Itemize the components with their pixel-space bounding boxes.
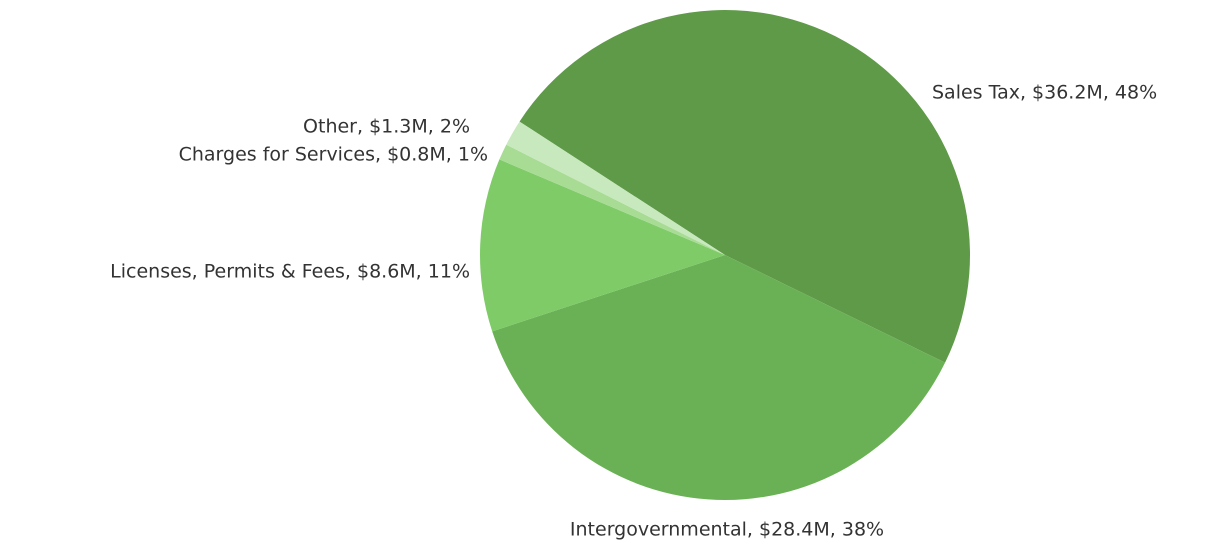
pie-slice — [492, 255, 946, 500]
data-label: Licenses, Permits & Fees, $8.6M, 11% — [110, 261, 470, 283]
pie-slice — [519, 10, 970, 363]
data-label: Charges for Services, $0.8M, 1% — [179, 144, 488, 166]
data-label: Sales Tax, $36.2M, 48% — [932, 82, 1157, 104]
pie-slice — [506, 121, 725, 255]
data-label: Intergovernmental, $28.4M, 38% — [570, 519, 884, 541]
pie-slice — [479, 159, 725, 332]
pie-slice — [499, 144, 725, 255]
data-label: Other, $1.3M, 2% — [303, 116, 470, 138]
